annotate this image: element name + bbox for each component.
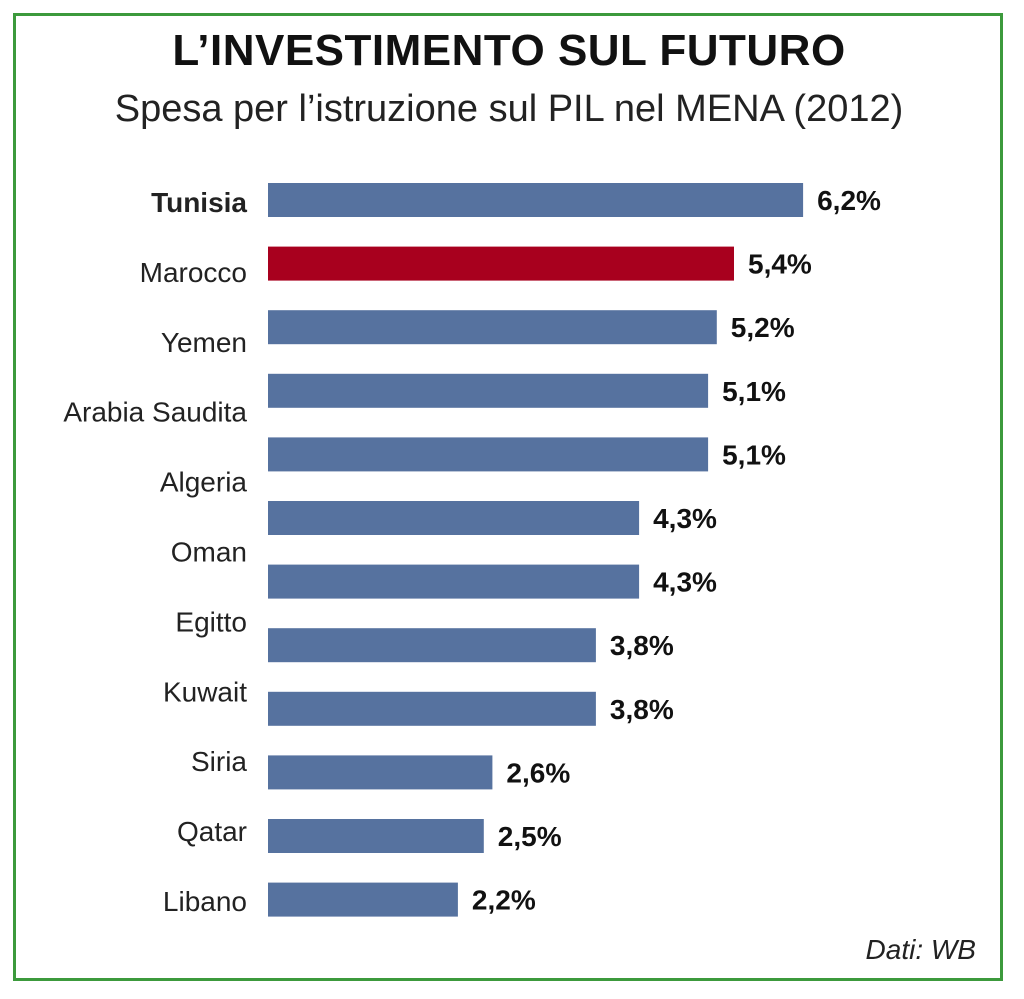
value-label: 6,2% <box>817 185 881 216</box>
value-label: 5,1% <box>722 439 786 470</box>
category-label: Qatar <box>177 816 247 847</box>
value-label: 3,8% <box>610 630 674 661</box>
bar-egitto <box>268 564 640 599</box>
bar-siria <box>268 755 493 790</box>
bar-arabia-saudita <box>268 373 709 408</box>
chart-title: L’INVESTIMENTO SUL FUTURO <box>172 26 846 75</box>
source-note: Dati: WB <box>865 934 976 965</box>
bar-marocco <box>268 246 734 281</box>
value-label: 3,8% <box>610 694 674 725</box>
bar-yemen <box>268 310 717 345</box>
category-label: Tunisia <box>151 187 247 218</box>
value-label: 5,1% <box>722 376 786 407</box>
value-label: 2,6% <box>506 757 570 788</box>
value-label: 2,2% <box>472 885 536 916</box>
category-label: Arabia Saudita <box>63 397 247 428</box>
bar-libano <box>268 882 458 917</box>
bar-oman <box>268 501 640 535</box>
category-label: Egitto <box>175 606 247 637</box>
category-label: Kuwait <box>163 676 247 707</box>
value-label: 4,3% <box>653 567 717 598</box>
category-label: Libano <box>163 886 247 917</box>
chart-frame <box>13 13 1003 981</box>
category-label: Yemen <box>161 327 247 358</box>
chart-subtitle: Spesa per l’istruzione sul PIL nel MENA … <box>114 88 904 130</box>
category-label: Siria <box>191 746 247 777</box>
bar-tunisia <box>268 183 804 217</box>
category-label: Oman <box>171 537 247 568</box>
value-label: 5,4% <box>748 249 812 280</box>
bar-kuwait <box>268 628 596 663</box>
value-label: 4,3% <box>653 503 717 534</box>
bar-algeria <box>268 437 709 472</box>
value-label: 5,2% <box>731 312 795 343</box>
bar-row-8 <box>268 691 596 726</box>
bar-qatar <box>268 819 484 853</box>
value-label: 2,5% <box>498 821 562 852</box>
category-label: Algeria <box>160 467 248 498</box>
category-label: Marocco <box>140 257 247 288</box>
